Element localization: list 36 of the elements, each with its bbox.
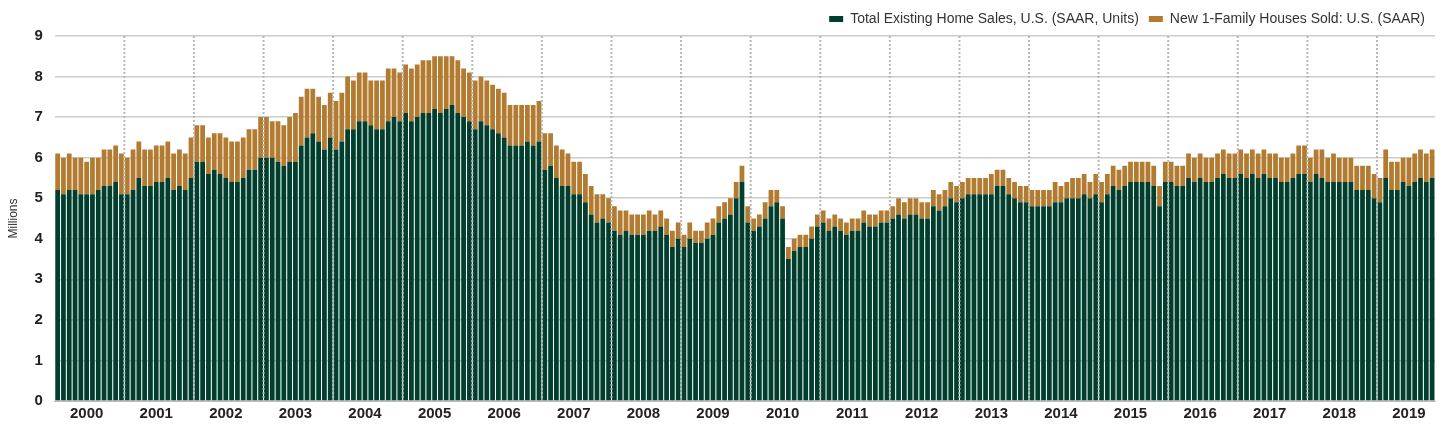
x-tick-label: 2009 (696, 404, 730, 422)
x-tick-label: 2001 (139, 404, 173, 422)
bar (1157, 186, 1162, 207)
y-axis-title: Millions (5, 198, 20, 239)
y-tick-label: 1 (34, 350, 43, 368)
x-tick-label: 2008 (626, 404, 661, 422)
bar (780, 206, 785, 219)
x-tick-label: 2003 (278, 404, 313, 422)
legend-label: New 1-Family Houses Sold: U.S. (SAAR) (1169, 9, 1426, 26)
x-tick-label: 2010 (765, 404, 800, 422)
y-tick-label: 0 (34, 391, 43, 409)
y-tick-label: 4 (34, 228, 44, 246)
x-tick-label: 2005 (417, 404, 452, 422)
x-tick-label: 2015 (1113, 404, 1148, 422)
x-tick-label: 2019 (1392, 404, 1426, 422)
bar (733, 182, 739, 199)
x-tick-label: 2011 (835, 404, 869, 422)
x-tick-label: 2007 (557, 404, 591, 422)
x-tick-label: 2002 (209, 404, 243, 422)
x-tick-label: 2000 (69, 404, 104, 422)
x-tick-label: 2016 (1183, 404, 1217, 422)
x-tick-label: 2013 (974, 404, 1009, 422)
y-tick-label: 8 (34, 66, 43, 84)
x-tick-label: 2014 (1044, 404, 1079, 422)
legend-label: Total Existing Home Sales, U.S. (SAAR, Units) (850, 9, 1139, 26)
x-tick-label: 2004 (348, 404, 383, 422)
y-tick-label: 7 (34, 107, 43, 125)
y-tick-label: 5 (34, 188, 43, 206)
y-tick-label: 6 (34, 147, 43, 165)
x-tick-label: 2017 (1253, 404, 1287, 422)
x-tick-label: 2012 (905, 404, 939, 422)
y-tick-label: 9 (34, 26, 43, 44)
x-tick-label: 2018 (1322, 404, 1356, 422)
x-tick-label: 2006 (487, 404, 521, 422)
y-tick-label: 3 (34, 269, 43, 287)
y-tick-label: 2 (34, 310, 43, 328)
